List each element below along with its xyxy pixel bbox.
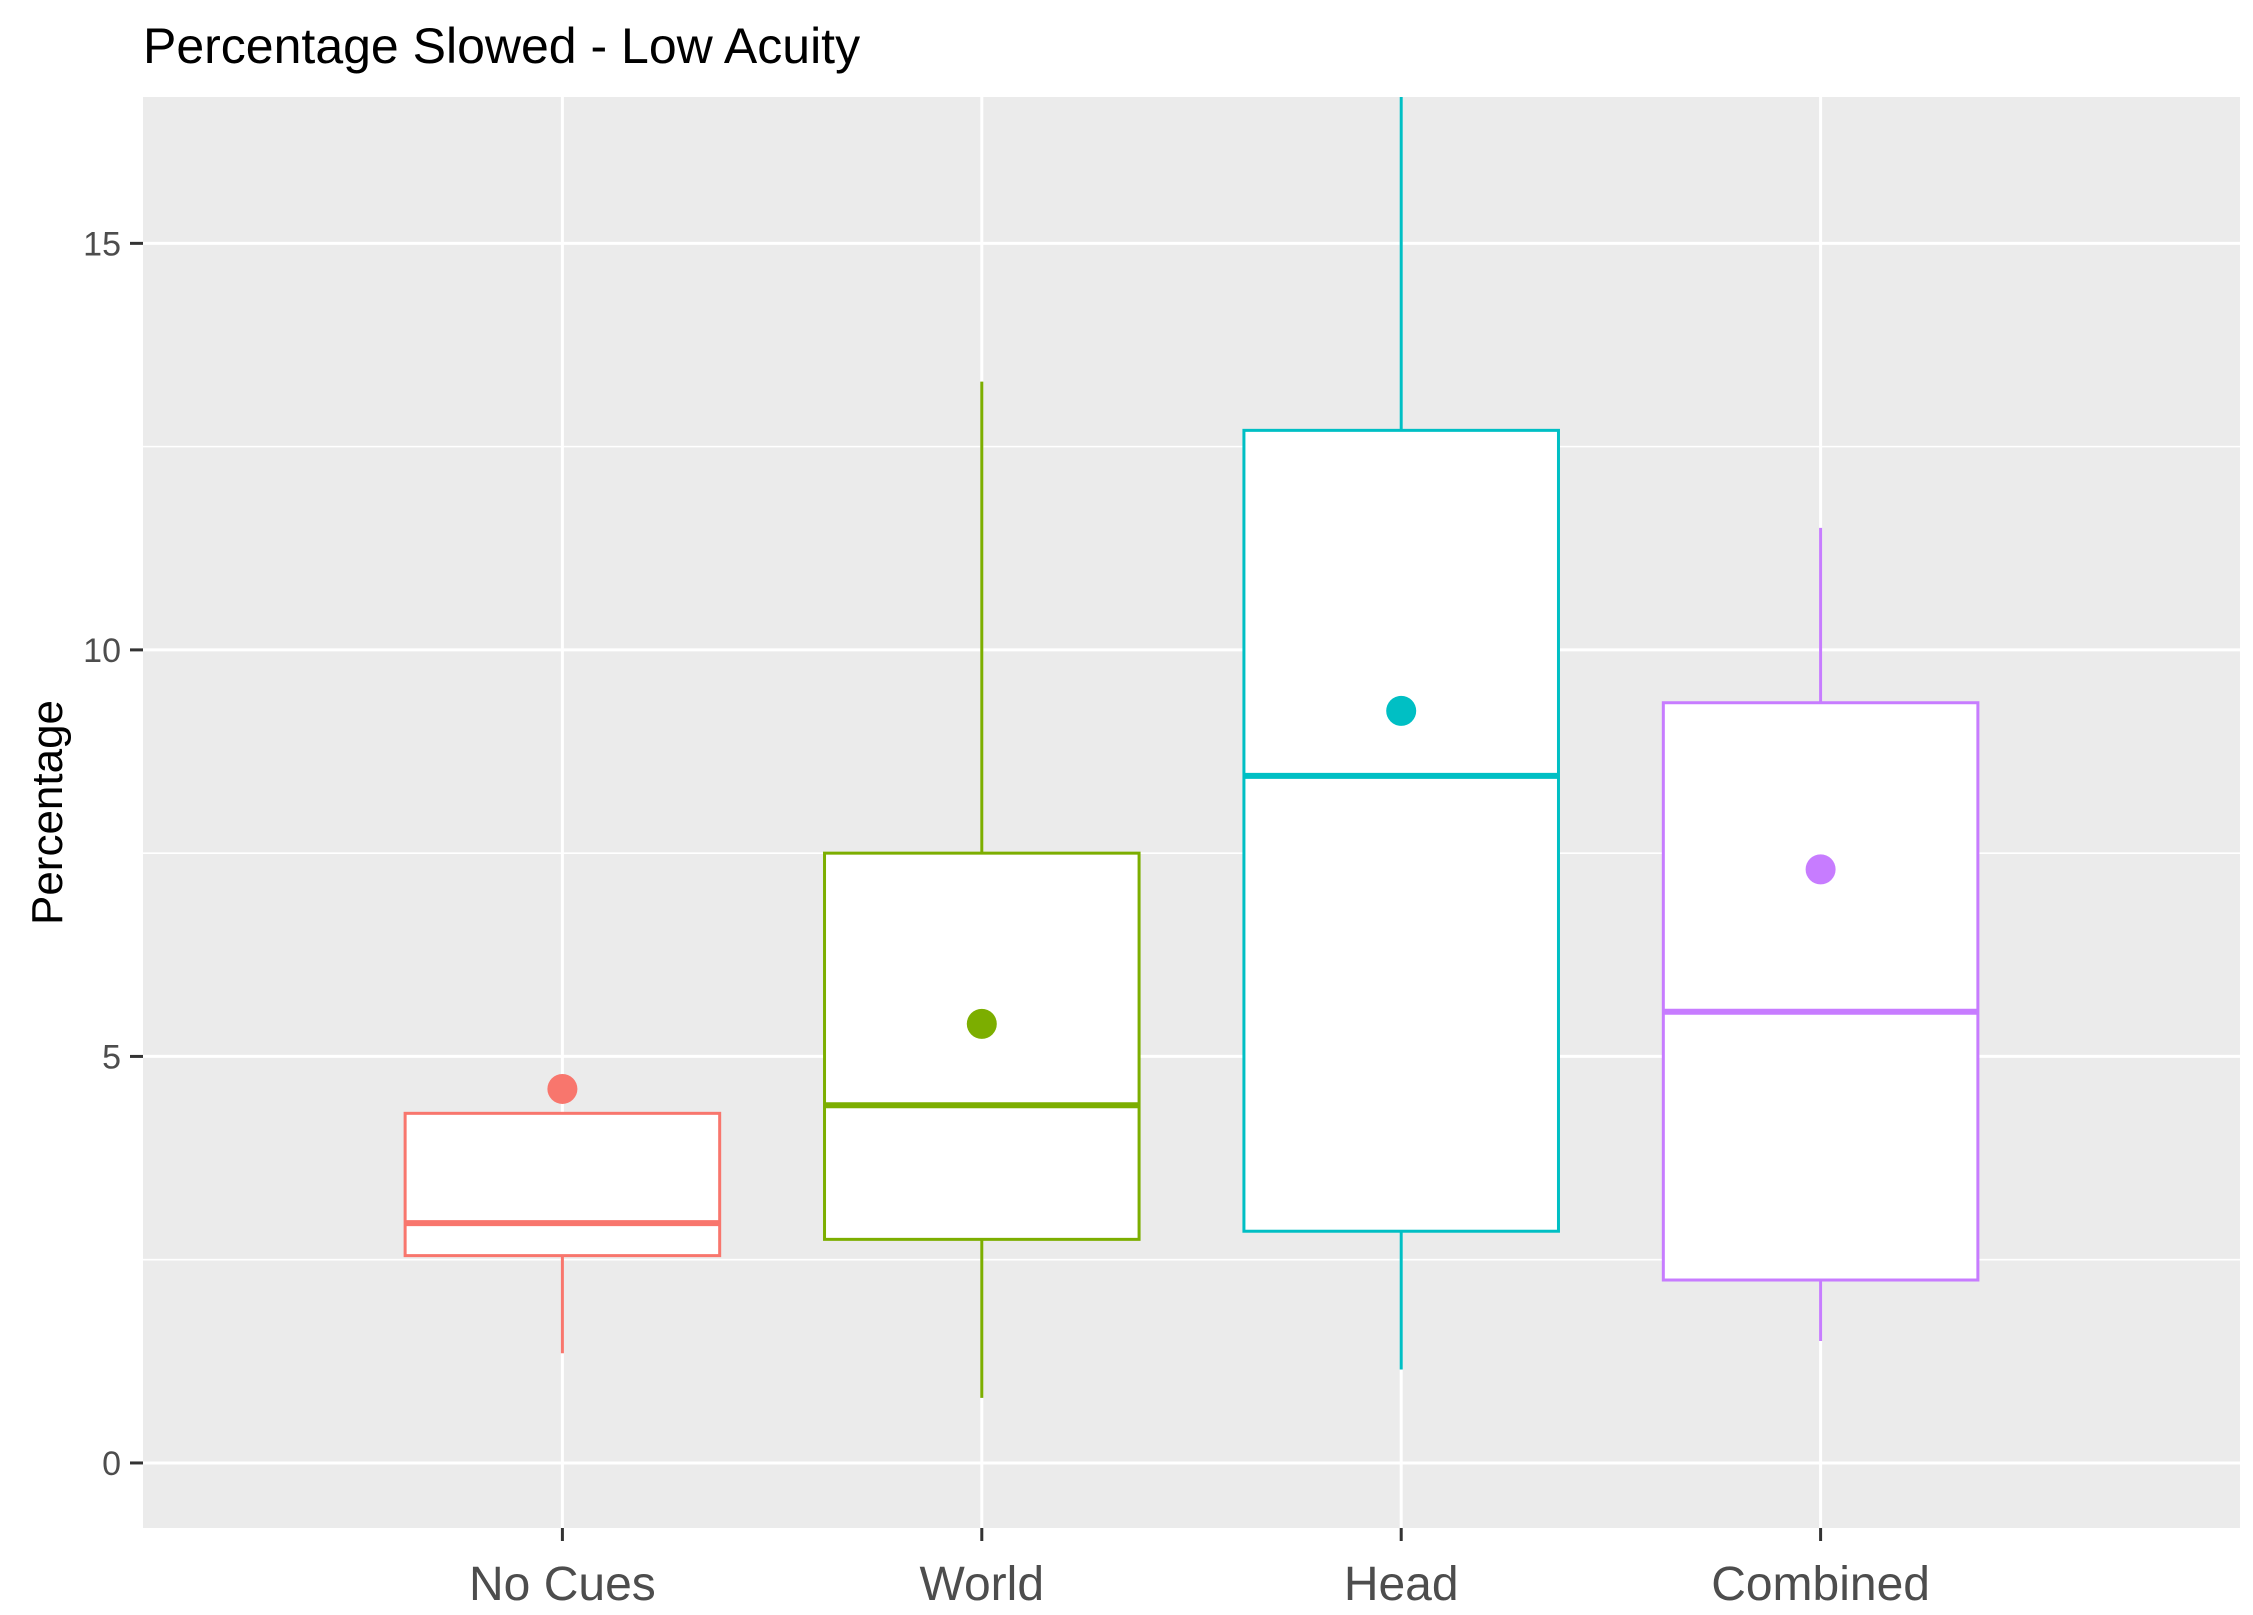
y-tick-label: 5 [102, 1038, 121, 1076]
chart-title: Percentage Slowed - Low Acuity [143, 18, 860, 74]
x-tick-label: Combined [1711, 1558, 1930, 1611]
y-axis-title: Percentage [23, 700, 72, 925]
mean-point [966, 1008, 997, 1039]
iqr-box [823, 851, 1141, 1241]
iqr-box [1661, 701, 1980, 1282]
box-no-cues [403, 1073, 722, 1354]
box-world [823, 381, 1141, 1398]
x-tick-label: World [920, 1558, 1044, 1611]
y-tick-label: 10 [83, 632, 121, 670]
boxes [403, 97, 1980, 1398]
iqr-box [1242, 428, 1560, 1233]
x-axis: No Cues World Head Combined [469, 1528, 1930, 1611]
y-tick-label: 15 [83, 225, 121, 263]
box-combined [1661, 527, 1980, 1341]
x-tick-label: No Cues [469, 1558, 656, 1611]
box-head [1242, 97, 1560, 1370]
x-tick-label: Head [1344, 1558, 1459, 1611]
iqr-box [403, 1111, 722, 1258]
mean-point [547, 1073, 578, 1104]
y-axis: 0 5 10 15 [83, 225, 143, 1483]
y-tick-label: 0 [102, 1445, 121, 1483]
mean-point [1805, 854, 1836, 885]
mean-point [1386, 695, 1417, 726]
